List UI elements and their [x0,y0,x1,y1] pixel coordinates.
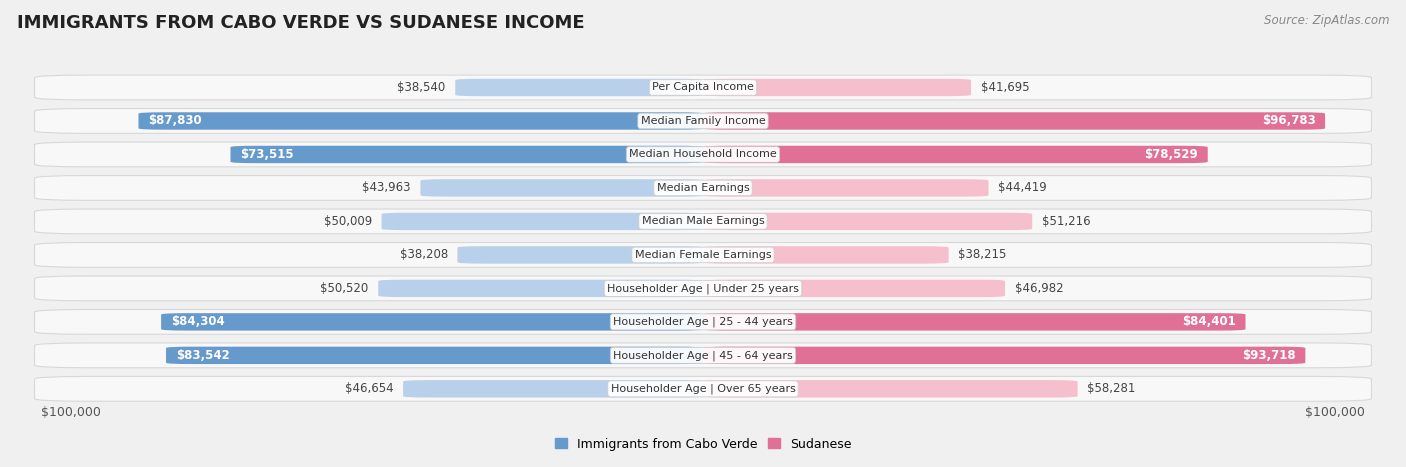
Legend: Immigrants from Cabo Verde, Sudanese: Immigrants from Cabo Verde, Sudanese [550,432,856,455]
FancyBboxPatch shape [35,242,1371,267]
FancyBboxPatch shape [703,313,1246,331]
FancyBboxPatch shape [703,213,1032,230]
FancyBboxPatch shape [703,380,1077,397]
Text: $93,718: $93,718 [1241,349,1296,362]
Text: $73,515: $73,515 [240,148,294,161]
Text: $84,304: $84,304 [170,315,225,328]
FancyBboxPatch shape [703,347,1305,364]
Text: $100,000: $100,000 [41,406,101,419]
Text: Median Family Income: Median Family Income [641,116,765,126]
Text: $41,695: $41,695 [980,81,1029,94]
FancyBboxPatch shape [703,280,1005,297]
Text: Median Earnings: Median Earnings [657,183,749,193]
FancyBboxPatch shape [162,313,703,331]
Text: $96,783: $96,783 [1261,114,1316,127]
Text: $43,963: $43,963 [363,182,411,194]
Text: Householder Age | 25 - 44 years: Householder Age | 25 - 44 years [613,317,793,327]
Text: $84,401: $84,401 [1182,315,1236,328]
FancyBboxPatch shape [703,112,1324,130]
FancyBboxPatch shape [703,179,988,197]
FancyBboxPatch shape [35,142,1371,167]
FancyBboxPatch shape [703,146,1208,163]
FancyBboxPatch shape [35,376,1371,401]
FancyBboxPatch shape [138,112,703,130]
Text: $38,208: $38,208 [399,248,447,262]
FancyBboxPatch shape [381,213,703,230]
Text: $83,542: $83,542 [176,349,229,362]
Text: Source: ZipAtlas.com: Source: ZipAtlas.com [1264,14,1389,27]
FancyBboxPatch shape [35,276,1371,301]
Text: $44,419: $44,419 [998,182,1047,194]
FancyBboxPatch shape [420,179,703,197]
Text: $46,654: $46,654 [344,382,394,396]
FancyBboxPatch shape [378,280,703,297]
FancyBboxPatch shape [457,246,703,263]
Text: Median Female Earnings: Median Female Earnings [634,250,772,260]
Text: $87,830: $87,830 [148,114,201,127]
FancyBboxPatch shape [35,109,1371,134]
FancyBboxPatch shape [35,209,1371,234]
Text: $38,540: $38,540 [398,81,446,94]
FancyBboxPatch shape [231,146,703,163]
FancyBboxPatch shape [703,246,949,263]
FancyBboxPatch shape [166,347,703,364]
Text: $38,215: $38,215 [959,248,1007,262]
FancyBboxPatch shape [456,79,703,96]
FancyBboxPatch shape [35,176,1371,200]
Text: $46,982: $46,982 [1015,282,1063,295]
Text: Median Household Income: Median Household Income [628,149,778,159]
FancyBboxPatch shape [35,310,1371,334]
Text: $50,009: $50,009 [323,215,373,228]
Text: Householder Age | Over 65 years: Householder Age | Over 65 years [610,383,796,394]
FancyBboxPatch shape [703,79,972,96]
FancyBboxPatch shape [35,75,1371,100]
Text: $58,281: $58,281 [1087,382,1136,396]
FancyBboxPatch shape [35,343,1371,368]
Text: Householder Age | 45 - 64 years: Householder Age | 45 - 64 years [613,350,793,361]
Text: $50,520: $50,520 [321,282,368,295]
Text: $100,000: $100,000 [1305,406,1365,419]
Text: Median Male Earnings: Median Male Earnings [641,216,765,226]
Text: Per Capita Income: Per Capita Income [652,83,754,92]
Text: IMMIGRANTS FROM CABO VERDE VS SUDANESE INCOME: IMMIGRANTS FROM CABO VERDE VS SUDANESE I… [17,14,585,32]
Text: $51,216: $51,216 [1042,215,1091,228]
FancyBboxPatch shape [404,380,703,397]
Text: Householder Age | Under 25 years: Householder Age | Under 25 years [607,283,799,294]
Text: $78,529: $78,529 [1144,148,1198,161]
